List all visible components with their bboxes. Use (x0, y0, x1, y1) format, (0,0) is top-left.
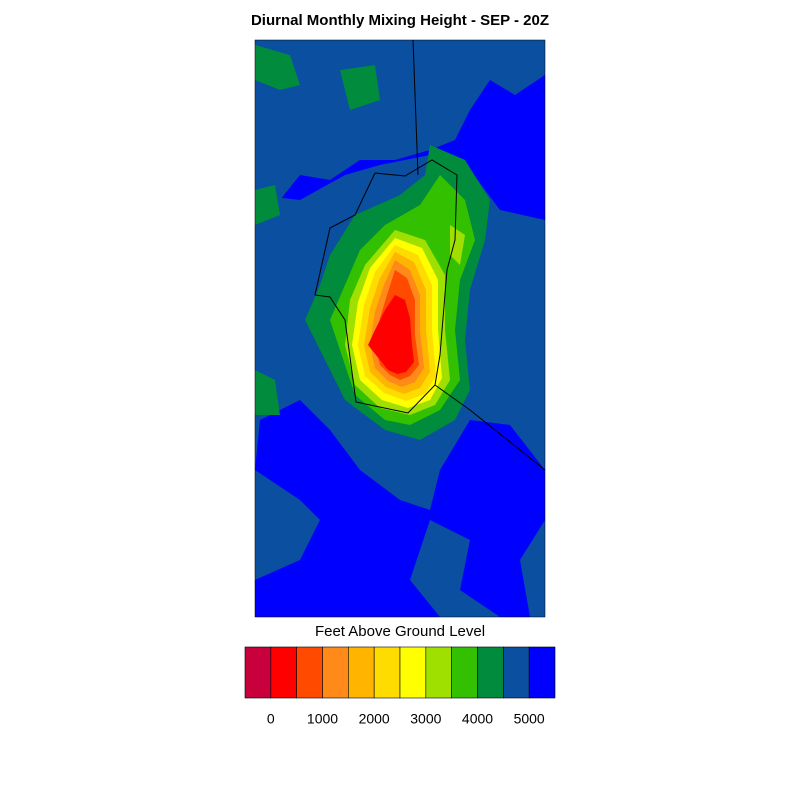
boundary-line (314, 39, 546, 471)
colorbar-tick-label: 0 (267, 711, 275, 727)
colorbar-tick-label: 3000 (410, 711, 441, 727)
colorbar-swatch (477, 646, 504, 699)
colorbar-swatch (296, 646, 323, 699)
colorbar-swatch (528, 646, 556, 699)
contour-region (410, 520, 500, 617)
colorbar-swatch (322, 646, 349, 699)
colorbar: 0 1000 2000 3000 4000 5000 (244, 646, 556, 727)
colorbar-swatch (399, 646, 427, 699)
colorbar-tick-label: 5000 (514, 711, 545, 727)
colorbar-swatch (425, 646, 452, 699)
contour-region (255, 370, 280, 415)
colorbar-tick-label: 2000 (359, 711, 390, 727)
contour-region (520, 520, 545, 617)
contour-region (450, 225, 465, 265)
map-frame (254, 39, 546, 618)
map (254, 39, 546, 618)
contour-region (255, 40, 545, 200)
colorbar-swatch (503, 646, 530, 699)
colorbar-swatch (244, 646, 272, 699)
colorbar-swatch (373, 646, 401, 699)
colorbar-swatch (451, 646, 478, 699)
colorbar-label: Feet Above Ground Level (315, 623, 485, 640)
contour-region (255, 185, 280, 225)
contour-region (255, 470, 320, 580)
colorbar-swatch (348, 646, 375, 699)
contour-region (340, 65, 380, 110)
colorbar-tick-label: 1000 (307, 711, 338, 727)
contour-region (255, 45, 300, 90)
colorbar-swatch (270, 646, 297, 699)
contour-region (368, 295, 414, 374)
colorbar-tick-label: 4000 (462, 711, 493, 727)
title: Diurnal Monthly Mixing Height - SEP - 20… (251, 12, 549, 29)
